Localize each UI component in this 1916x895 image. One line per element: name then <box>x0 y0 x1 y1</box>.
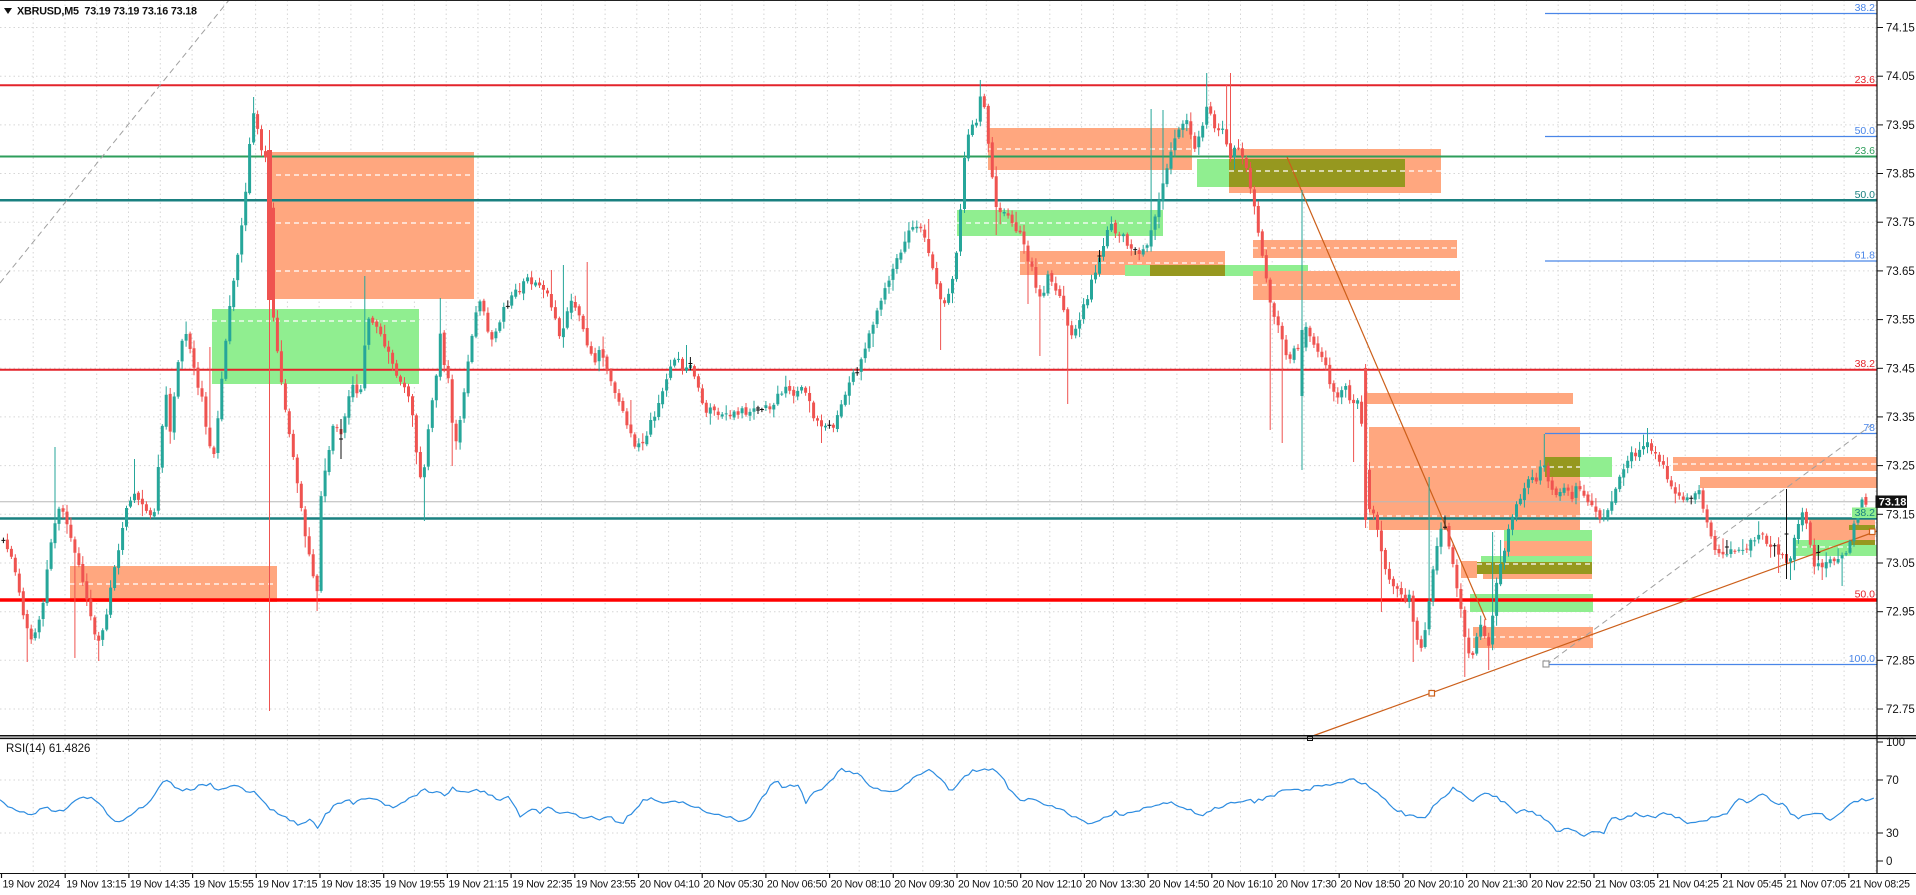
svg-text:RSI(14) 61.4826: RSI(14) 61.4826 <box>6 743 90 755</box>
svg-text:23.6: 23.6 <box>1855 74 1876 86</box>
svg-text:20 Nov 04:10: 20 Nov 04:10 <box>640 879 700 891</box>
svg-text:20 Nov 13:30: 20 Nov 13:30 <box>1085 879 1145 891</box>
svg-text:20 Nov 20:10: 20 Nov 20:10 <box>1404 879 1464 891</box>
svg-text:19 Nov 15:55: 19 Nov 15:55 <box>194 879 254 891</box>
svg-text:72.85: 72.85 <box>1886 655 1915 667</box>
svg-text:XBRUSD,M5 73.19 73.19 73.16 7: XBRUSD,M5 73.19 73.19 73.16 73.18 <box>17 6 197 18</box>
svg-text:20 Nov 16:10: 20 Nov 16:10 <box>1213 879 1273 891</box>
svg-text:73.45: 73.45 <box>1886 363 1915 375</box>
svg-text:19 Nov 23:55: 19 Nov 23:55 <box>576 879 636 891</box>
svg-text:100: 100 <box>1886 737 1905 749</box>
svg-text:21 Nov 04:25: 21 Nov 04:25 <box>1659 879 1719 891</box>
svg-text:73.65: 73.65 <box>1886 266 1915 278</box>
svg-text:0: 0 <box>1886 856 1892 868</box>
svg-text:73.55: 73.55 <box>1886 315 1915 327</box>
svg-text:21 Nov 08:25: 21 Nov 08:25 <box>1850 879 1910 891</box>
svg-text:100.0: 100.0 <box>1849 653 1875 665</box>
svg-text:23.6: 23.6 <box>1855 145 1876 157</box>
svg-text:20 Nov 09:30: 20 Nov 09:30 <box>894 879 954 891</box>
svg-text:20 Nov 17:30: 20 Nov 17:30 <box>1277 879 1337 891</box>
svg-text:73.15: 73.15 <box>1886 509 1915 521</box>
svg-text:19 Nov 13:15: 19 Nov 13:15 <box>66 879 126 891</box>
svg-text:19 Nov 21:15: 19 Nov 21:15 <box>448 879 508 891</box>
svg-text:50.0: 50.0 <box>1855 589 1876 601</box>
svg-text:50.0: 50.0 <box>1855 125 1876 137</box>
svg-text:20 Nov 06:50: 20 Nov 06:50 <box>767 879 827 891</box>
svg-text:74.15: 74.15 <box>1886 23 1915 35</box>
svg-text:19 Nov 22:35: 19 Nov 22:35 <box>512 879 572 891</box>
svg-text:19 Nov 14:35: 19 Nov 14:35 <box>130 879 190 891</box>
svg-text:73.95: 73.95 <box>1886 120 1915 132</box>
svg-text:20 Nov 05:30: 20 Nov 05:30 <box>703 879 763 891</box>
svg-text:21 Nov 07:05: 21 Nov 07:05 <box>1786 879 1846 891</box>
svg-text:73.85: 73.85 <box>1886 169 1915 181</box>
svg-text:78: 78 <box>1863 422 1875 434</box>
svg-text:38.2: 38.2 <box>1855 507 1876 519</box>
svg-text:20 Nov 14:50: 20 Nov 14:50 <box>1149 879 1209 891</box>
svg-text:19 Nov 2024: 19 Nov 2024 <box>3 879 61 891</box>
svg-text:73.05: 73.05 <box>1886 558 1915 570</box>
svg-text:73.75: 73.75 <box>1886 217 1915 229</box>
svg-text:73.18: 73.18 <box>1879 497 1907 509</box>
svg-text:30: 30 <box>1886 828 1899 840</box>
svg-text:72.95: 72.95 <box>1886 607 1915 619</box>
svg-text:70: 70 <box>1886 775 1899 787</box>
svg-text:21 Nov 03:05: 21 Nov 03:05 <box>1595 879 1655 891</box>
svg-text:61.8: 61.8 <box>1855 250 1876 262</box>
svg-text:38.2: 38.2 <box>1855 358 1876 370</box>
svg-text:20 Nov 10:50: 20 Nov 10:50 <box>958 879 1018 891</box>
svg-text:73.35: 73.35 <box>1886 412 1915 424</box>
svg-text:19 Nov 17:15: 19 Nov 17:15 <box>257 879 317 891</box>
svg-text:19 Nov 18:35: 19 Nov 18:35 <box>321 879 381 891</box>
svg-text:20 Nov 08:10: 20 Nov 08:10 <box>831 879 891 891</box>
svg-text:21 Nov 05:45: 21 Nov 05:45 <box>1722 879 1782 891</box>
svg-text:74.05: 74.05 <box>1886 71 1915 83</box>
svg-text:72.75: 72.75 <box>1886 704 1915 716</box>
svg-text:19 Nov 19:55: 19 Nov 19:55 <box>385 879 445 891</box>
svg-text:50.0: 50.0 <box>1855 189 1876 201</box>
svg-text:20 Nov 18:50: 20 Nov 18:50 <box>1340 879 1400 891</box>
svg-text:38.2: 38.2 <box>1855 2 1876 14</box>
svg-text:20 Nov 22:50: 20 Nov 22:50 <box>1531 879 1591 891</box>
svg-text:20 Nov 12:10: 20 Nov 12:10 <box>1022 879 1082 891</box>
svg-text:73.25: 73.25 <box>1886 461 1915 473</box>
svg-text:20 Nov 21:30: 20 Nov 21:30 <box>1468 879 1528 891</box>
